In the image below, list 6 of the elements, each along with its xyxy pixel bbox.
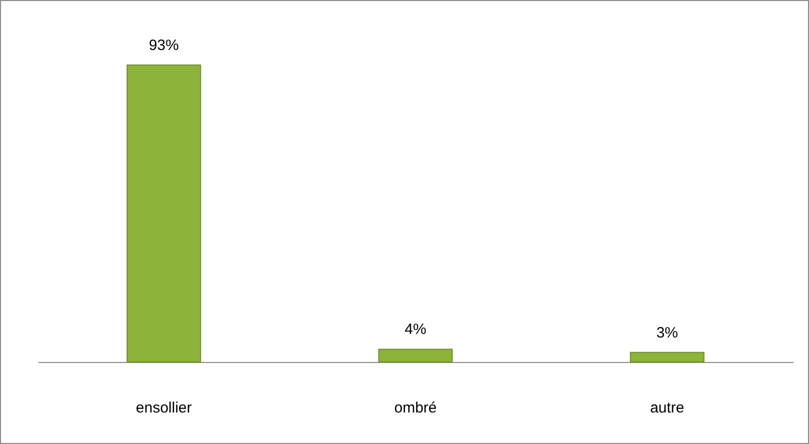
x-tick-label: autre <box>650 400 684 416</box>
data-label: 4% <box>404 321 426 338</box>
data-label: 93% <box>148 37 179 54</box>
data-label: 3% <box>656 324 678 342</box>
x-tick-label: ensollier <box>136 400 192 416</box>
x-tick-label: ombré <box>394 400 437 416</box>
